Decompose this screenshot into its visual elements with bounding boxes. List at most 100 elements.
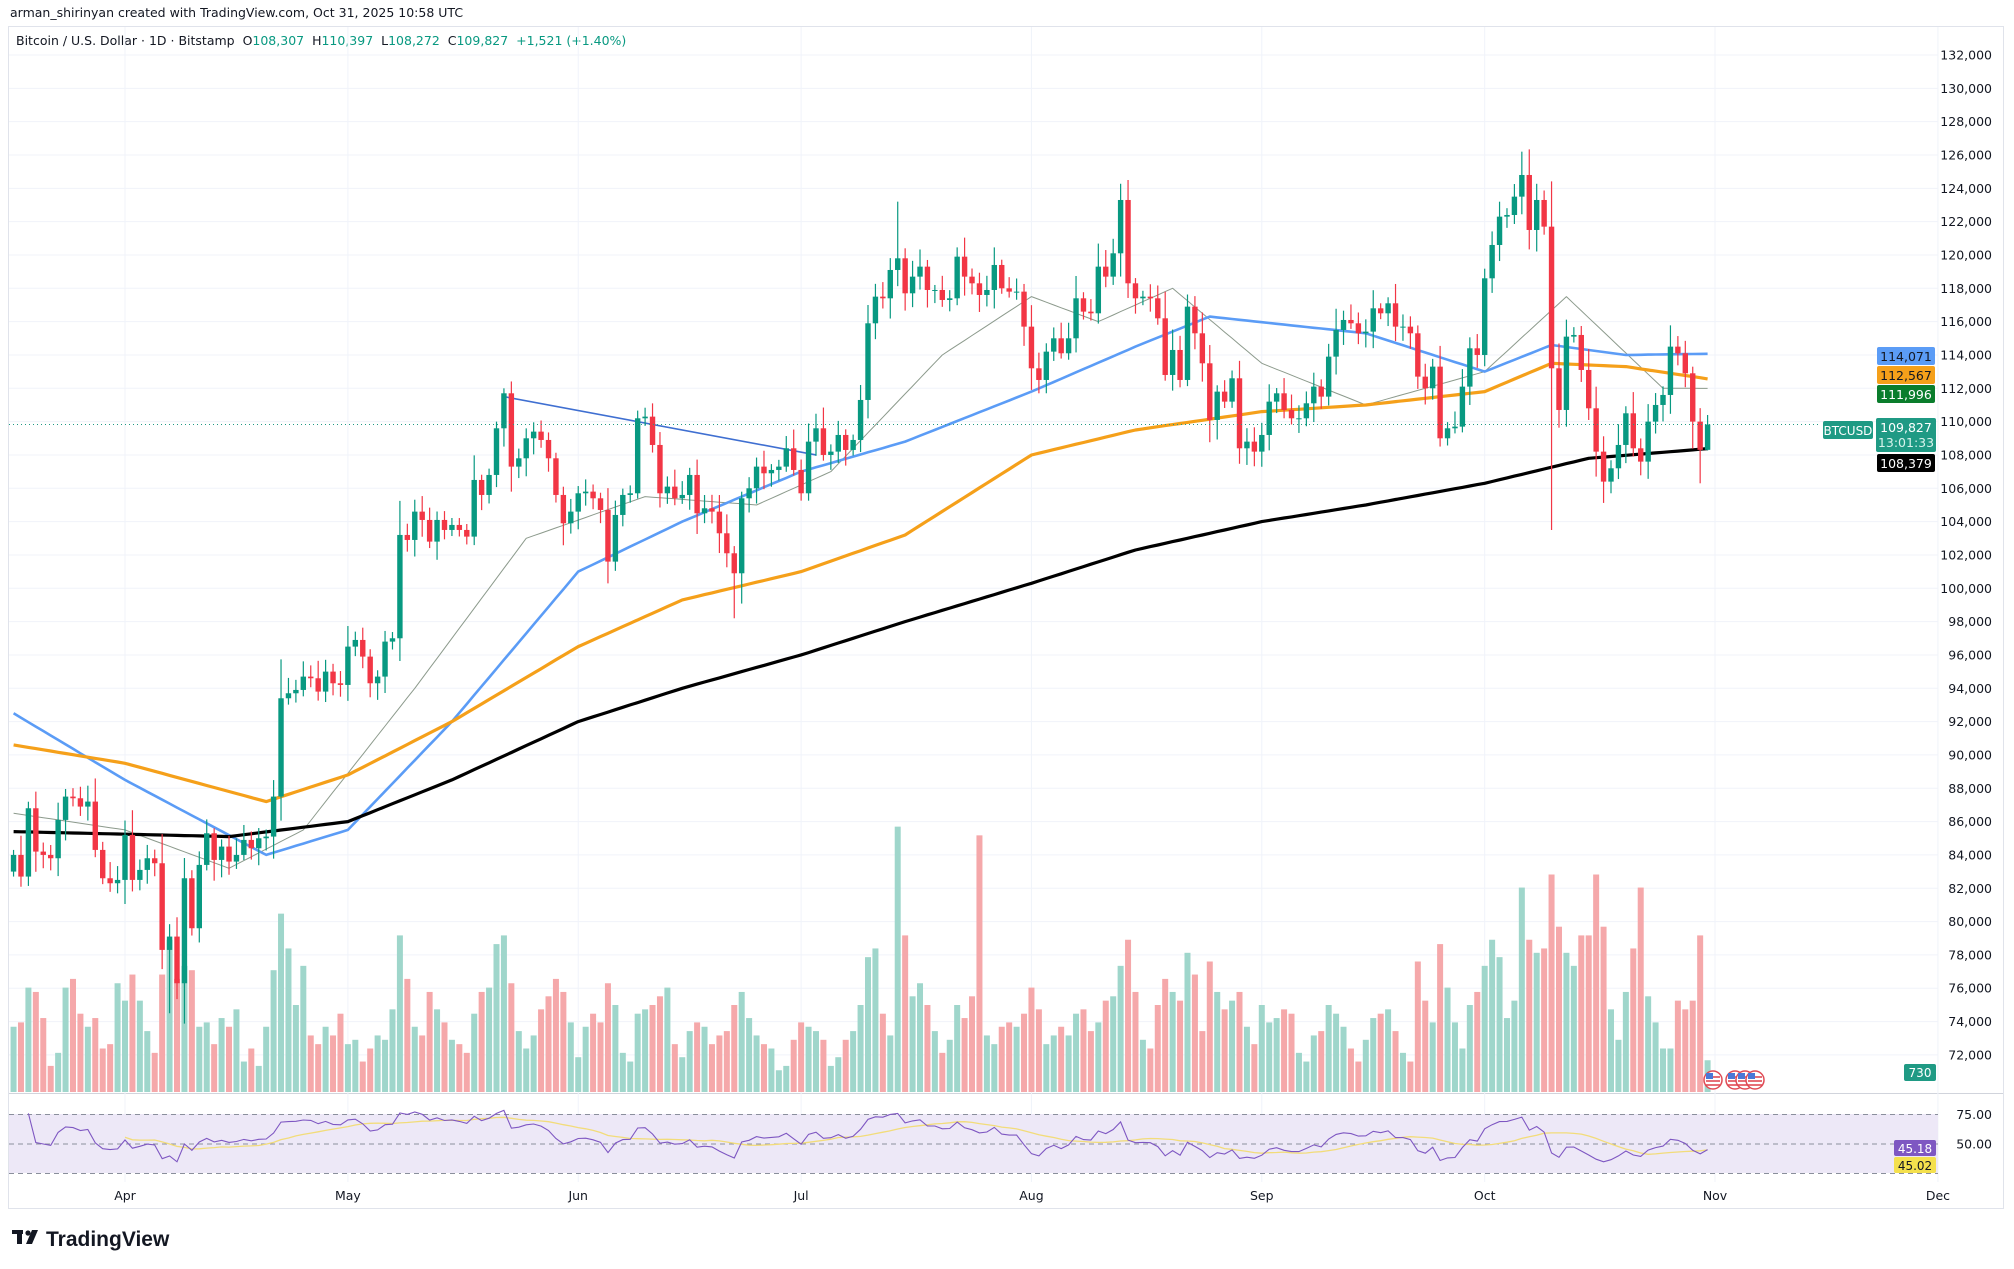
volume-bar <box>359 1061 366 1092</box>
volume-bar <box>560 991 567 1092</box>
flag-canton <box>1728 1073 1735 1079</box>
volume-bar <box>508 983 515 1092</box>
volume-bar <box>352 1039 359 1092</box>
candle <box>166 924 173 1014</box>
candle <box>568 498 574 534</box>
svg-text:13:01:33: 13:01:33 <box>1878 435 1934 450</box>
candle <box>857 384 864 453</box>
tradingview-logo-icon <box>12 1228 42 1252</box>
rsi-lines <box>27 1109 1708 1163</box>
candle-body <box>1363 331 1369 334</box>
candle <box>404 523 411 552</box>
event-flags[interactable] <box>1703 1070 1765 1090</box>
volume-bar <box>107 1044 114 1092</box>
candle-body <box>404 534 411 540</box>
candle <box>1504 208 1510 228</box>
candle-body <box>1073 298 1079 339</box>
volume-bar <box>879 1013 886 1092</box>
volume-bar <box>1340 1026 1347 1092</box>
candle-body <box>1273 393 1280 402</box>
candle-body <box>322 671 329 692</box>
candle <box>954 247 960 306</box>
candle-body <box>1667 346 1674 395</box>
candle <box>1563 319 1570 427</box>
volume-bar <box>344 1044 351 1092</box>
candle-body <box>129 834 136 880</box>
candle <box>1325 343 1332 406</box>
candle <box>144 844 150 884</box>
volume-bar <box>1496 957 1503 1092</box>
candle <box>880 282 886 309</box>
volume-bar <box>931 1031 938 1092</box>
candle <box>100 841 106 885</box>
time-axis[interactable]: Apr May Jun Jul Aug Sep Oct Nov Dec <box>114 1188 1950 1203</box>
candle-body <box>1623 413 1629 445</box>
candle-body <box>1682 353 1688 374</box>
candle-body <box>493 428 500 475</box>
candle <box>1088 299 1094 321</box>
candle <box>887 258 893 319</box>
price-axis[interactable]: 132,000 130,000 128,000 126,000 124,000 122,0… <box>1940 48 1992 1152</box>
candle <box>308 665 314 688</box>
symbol-name[interactable]: Bitcoin / U.S. Dollar · 1D · Bitstamp <box>16 33 235 48</box>
chart-frame <box>8 26 2004 1209</box>
candle-body <box>122 834 128 880</box>
candle <box>917 249 923 290</box>
volume-bar <box>151 1052 158 1092</box>
candle <box>627 485 633 503</box>
candle <box>1452 411 1458 434</box>
volume-bar <box>768 1048 775 1092</box>
candle-body <box>1207 363 1213 420</box>
candle-body <box>798 469 804 494</box>
candle-body <box>753 466 760 489</box>
candle <box>1184 294 1191 387</box>
volume-bar <box>545 996 552 1092</box>
candle-body <box>1534 199 1540 230</box>
candle-body <box>1526 174 1532 230</box>
candle <box>478 474 485 511</box>
candle-body <box>865 323 871 400</box>
candle <box>1095 243 1102 324</box>
candle-body <box>204 833 210 865</box>
candle <box>1623 406 1629 464</box>
volume-bar <box>738 991 745 1092</box>
volume-bar <box>367 1048 374 1092</box>
candle <box>412 499 418 557</box>
candle-body <box>189 878 195 929</box>
candle <box>1690 366 1696 449</box>
volume-bar <box>538 1009 545 1092</box>
candle-body <box>464 529 470 537</box>
volume-bar <box>1325 1005 1332 1092</box>
volume-bar <box>1110 996 1117 1092</box>
volume-bar <box>263 1026 270 1092</box>
candle-body <box>1088 311 1094 314</box>
svg-text:112,567: 112,567 <box>1880 368 1932 383</box>
candle-body <box>568 511 574 524</box>
candle-body <box>1036 368 1042 380</box>
price-tick-label: 96,000 <box>1948 647 1992 662</box>
volume-bar <box>315 1044 322 1092</box>
rsi-tick-label: 50.00 <box>1956 1137 1992 1152</box>
candle <box>1303 391 1310 427</box>
volume-bar <box>1333 1013 1340 1092</box>
volume-bar <box>1385 1009 1392 1092</box>
candle-body <box>1504 214 1510 217</box>
open-label: O <box>242 33 253 48</box>
volume-bar <box>969 996 976 1092</box>
flag-canton <box>1748 1073 1755 1079</box>
tradingview-logo[interactable]: TradingView <box>12 1228 169 1252</box>
candle <box>1638 438 1644 476</box>
candle-body <box>1355 323 1362 334</box>
candle-body <box>1169 349 1176 375</box>
candle <box>1110 238 1116 285</box>
candle-body <box>813 428 819 442</box>
candle <box>560 486 567 546</box>
candle <box>501 388 507 447</box>
candle-body <box>731 553 737 574</box>
attribution: arman_shirinyan created with TradingView… <box>10 5 464 20</box>
candle-body <box>308 676 314 679</box>
candle-body <box>523 438 529 459</box>
candle-body <box>1704 424 1711 450</box>
candle-body <box>1697 421 1703 450</box>
